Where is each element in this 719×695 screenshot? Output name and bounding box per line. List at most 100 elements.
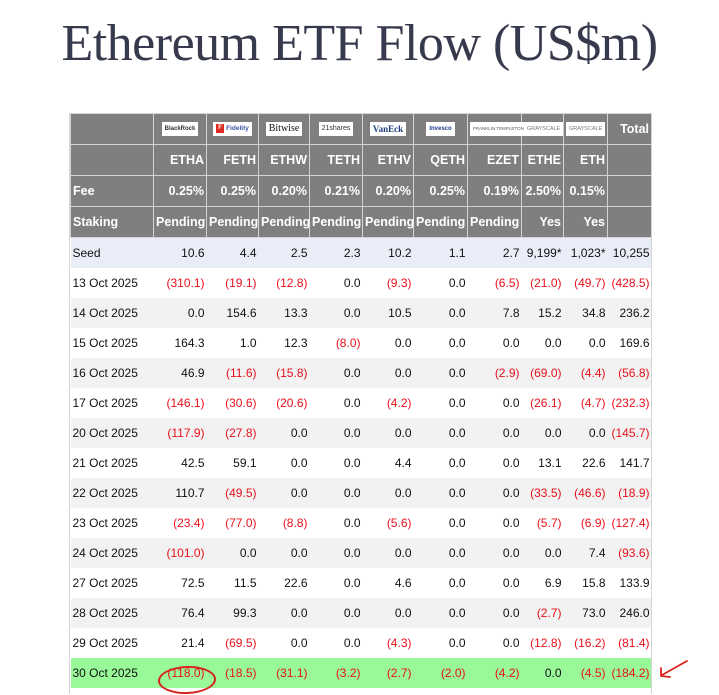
- flow-cell: 34.8: [563, 298, 608, 328]
- flow-row: 22 Oct 2025 110.7 (49.5) 0.0 0.0 0.0 0.0 0.0 (33…: [70, 478, 652, 508]
- total-cell: (232.3): [607, 388, 652, 418]
- flow-cell: 0.0: [413, 358, 468, 388]
- flow-cell: (2.9): [467, 358, 522, 388]
- staking-cell: Pending: [153, 206, 207, 238]
- flow-cell: 0.0: [258, 598, 310, 628]
- flow-cell: (20.6): [258, 388, 310, 418]
- flow-cell: 0.0: [413, 478, 468, 508]
- flow-row: 16 Oct 2025 46.9 (11.6) (15.8) 0.0 0.0 0.0 (2.9…: [70, 358, 652, 388]
- date-cell: 30 Oct 2025: [70, 658, 154, 688]
- flow-cell: 0.0: [362, 418, 414, 448]
- flow-cell: 46.9: [153, 358, 207, 388]
- total-cell: (81.4): [607, 628, 652, 658]
- flow-cell: 0.0: [521, 658, 564, 688]
- flow-cell: 0.0: [309, 598, 363, 628]
- total-cell: (56.8): [607, 358, 652, 388]
- date-cell: 28 Oct 2025: [70, 598, 154, 628]
- flow-cell: (12.8): [521, 628, 564, 658]
- flow-cell: (146.1): [153, 388, 207, 418]
- flow-cell: 0.0: [258, 538, 310, 568]
- flow-cell: 0.0: [258, 448, 310, 478]
- date-cell: 20 Oct 2025: [70, 418, 154, 448]
- ticker-cell: EZET: [467, 144, 522, 176]
- flow-cell: (30.6): [206, 388, 259, 418]
- total-cell: (127.4): [607, 508, 652, 538]
- flow-cell: 7.8: [467, 298, 522, 328]
- flow-row: 13 Oct 2025 (310.1) (19.1) (12.8) 0.0 (9.3) 0.…: [70, 268, 652, 298]
- flow-cell: (46.6): [563, 478, 608, 508]
- flow-row: 20 Oct 2025 (117.9) (27.8) 0.0 0.0 0.0 0.0 0.0 0…: [70, 418, 652, 448]
- fee-cell: 0.20%: [362, 175, 414, 207]
- ticker-cell: FETH: [206, 144, 259, 176]
- flow-cell: 0.0: [563, 418, 608, 448]
- ticker-cell: ETHV: [362, 144, 414, 176]
- flow-cell: 0.0: [467, 568, 522, 598]
- flow-row: 21 Oct 2025 42.5 59.1 0.0 0.0 4.4 0.0 0.0 13.1 22…: [70, 448, 652, 478]
- fee-cell: 0.25%: [153, 175, 207, 207]
- flow-cell: (5.6): [362, 508, 414, 538]
- flow-cell: 0.0: [413, 538, 468, 568]
- flow-cell: 15.2: [521, 298, 564, 328]
- flow-cell: 7.4: [563, 538, 608, 568]
- total-cell: 133.9: [607, 568, 652, 598]
- invesco-logo-icon: Invesco: [426, 122, 455, 137]
- flow-cell: 2.5: [258, 237, 310, 268]
- flow-cell: (49.5): [206, 478, 259, 508]
- total-cell: (18.9): [607, 478, 652, 508]
- etf-flow-table-container: BlackRock F Fidelity Bitwise 21shares VanEck I…: [70, 113, 652, 688]
- flow-cell: (6.5): [467, 268, 522, 298]
- flow-cell: 1.1: [413, 237, 468, 268]
- flow-cell: 0.0: [362, 538, 414, 568]
- flow-cell: 0.0: [413, 298, 468, 328]
- grayscale-logo-icon: GRAYSCALE: [566, 122, 606, 137]
- flow-cell: 0.0: [413, 268, 468, 298]
- fee-cell: 0.25%: [206, 175, 259, 207]
- flow-cell: 2.7: [467, 237, 522, 268]
- header-blank-cell: [607, 144, 652, 176]
- fee-label: Fee: [70, 175, 154, 207]
- fidelity-logo-icon: F Fidelity: [213, 122, 252, 137]
- flow-cell: 0.0: [467, 388, 522, 418]
- issuer-logo-text: Fidelity: [226, 125, 249, 133]
- flow-cell: (11.6): [206, 358, 259, 388]
- staking-cell: Yes: [521, 206, 564, 238]
- flow-cell: (5.7): [521, 508, 564, 538]
- date-cell: 17 Oct 2025: [70, 388, 154, 418]
- flow-cell: 0.0: [467, 508, 522, 538]
- ticker-cell: ETHW: [258, 144, 310, 176]
- flow-cell: 10.5: [362, 298, 414, 328]
- total-cell: 236.2: [607, 298, 652, 328]
- issuer-header-cell: GRAYSCALE: [563, 113, 608, 145]
- flow-cell: 0.0: [309, 418, 363, 448]
- flow-cell: 0.0: [309, 448, 363, 478]
- date-cell: 23 Oct 2025: [70, 508, 154, 538]
- flow-cell: 1,023*: [563, 237, 608, 268]
- flow-cell: 0.0: [413, 388, 468, 418]
- header-blank-cell: [70, 113, 154, 145]
- flow-cell: 42.5: [153, 448, 207, 478]
- issuer-header-cell: FRANKLIN TEMPLETON: [467, 113, 527, 145]
- flow-cell: (117.9): [153, 418, 207, 448]
- flow-cell: 76.4: [153, 598, 207, 628]
- issuer-header-cell: 21shares: [309, 113, 363, 145]
- flow-cell: (21.0): [521, 268, 564, 298]
- date-cell: 27 Oct 2025: [70, 568, 154, 598]
- staking-cell: Yes: [563, 206, 608, 238]
- flow-cell: (2.0): [413, 658, 468, 688]
- flow-cell: 0.0: [467, 478, 522, 508]
- flow-cell: (9.3): [362, 268, 414, 298]
- flow-cell: 13.3: [258, 298, 310, 328]
- flow-cell: (4.5): [563, 658, 608, 688]
- seed-row: Seed 10.6 4.4 2.5 2.3 10.2 1.1 2.7 9,199* 1,023* 1…: [70, 237, 652, 268]
- flow-cell: 0.0: [258, 628, 310, 658]
- flow-cell: 72.5: [153, 568, 207, 598]
- flow-cell: 15.8: [563, 568, 608, 598]
- issuer-logo-row: BlackRock F Fidelity Bitwise 21shares VanEck I…: [70, 113, 652, 145]
- staking-cell: Pending: [206, 206, 259, 238]
- date-cell: 14 Oct 2025: [70, 298, 154, 328]
- flow-cell: (2.7): [521, 598, 564, 628]
- flow-cell: 0.0: [258, 418, 310, 448]
- flow-cell: 0.0: [362, 328, 414, 358]
- date-cell: 13 Oct 2025: [70, 268, 154, 298]
- flow-cell: 0.0: [467, 628, 522, 658]
